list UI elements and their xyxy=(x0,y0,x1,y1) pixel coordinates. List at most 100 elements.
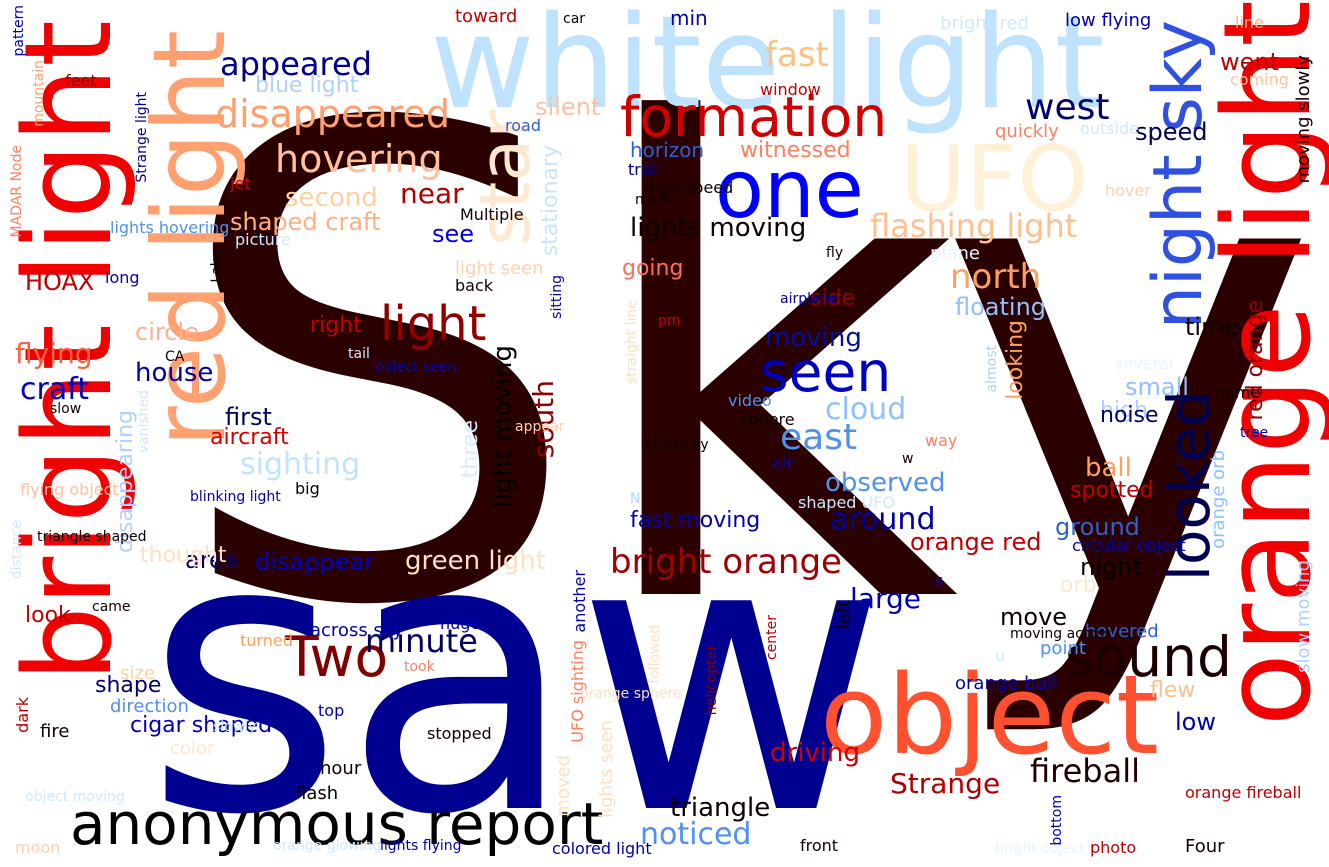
word-lights-flying: lights flying xyxy=(380,838,462,854)
word-slow: slow xyxy=(50,401,82,417)
word-around: around xyxy=(830,502,936,537)
word-horizon: horizon xyxy=(630,138,705,162)
word-size: size xyxy=(120,663,155,684)
word-light-seen: light seen xyxy=(455,258,544,279)
word-shaped-craft: shaped craft xyxy=(230,208,381,236)
word-color: color xyxy=(170,738,215,759)
word-observed: observed xyxy=(825,468,946,498)
word-went: went xyxy=(1220,48,1280,76)
word-hover: hover xyxy=(1105,181,1151,200)
word-appeared: appeared xyxy=(220,45,372,83)
word-outside: outside xyxy=(1080,119,1139,138)
word-move: move xyxy=(1000,603,1068,631)
word-speed: speed xyxy=(1135,118,1208,146)
word-across-sky: across sky xyxy=(310,620,404,641)
word-circle: circle xyxy=(135,318,199,346)
word-low: low xyxy=(1175,708,1216,736)
word-madar-node: MADAR Node xyxy=(9,145,25,238)
word-orange-sphere: orange sphere xyxy=(580,686,682,702)
word-north: north xyxy=(950,257,1042,297)
word-u: u xyxy=(995,646,1006,665)
word-moon: moon xyxy=(15,838,61,857)
word-feet: feet xyxy=(65,71,97,90)
word-time: time xyxy=(1185,313,1240,341)
word-another: another xyxy=(570,570,589,633)
word-front: front xyxy=(800,836,839,855)
word-two: Two xyxy=(285,625,389,689)
word-suddenly: suddenly xyxy=(645,437,709,453)
word-near: near xyxy=(400,177,464,210)
word-small: small xyxy=(1125,373,1189,401)
word-center: center xyxy=(764,615,780,661)
word-lights-moving: lights moving xyxy=(630,213,807,243)
word-night: night xyxy=(1080,553,1142,581)
word-s: s xyxy=(935,571,944,590)
word-point: point xyxy=(1040,638,1086,659)
word-left: left xyxy=(833,600,854,630)
word-object-seen: object seen xyxy=(375,359,456,375)
word-lights-hovering: lights hovering xyxy=(110,218,230,237)
word-several: several xyxy=(1115,354,1174,373)
word-fire: fire xyxy=(40,721,70,742)
word-circular-object: circular object xyxy=(1072,536,1186,555)
word-pattern: pattern xyxy=(11,5,27,57)
word-sighting: sighting xyxy=(240,447,361,482)
word-almost: almost xyxy=(984,345,1000,393)
word-noticed: noticed xyxy=(640,817,752,852)
word-road: road xyxy=(505,116,541,135)
word-ca: CA xyxy=(165,349,185,365)
word-orange-glowing: orange glowing xyxy=(273,838,382,854)
word-thought: thought xyxy=(140,543,227,568)
word-see: see xyxy=(432,220,475,248)
word-min: min xyxy=(670,6,708,30)
word-multiple: Multiple xyxy=(460,205,524,224)
word-orb: orb xyxy=(1060,573,1097,598)
word-appear: appear xyxy=(515,419,565,435)
word-formation: formation xyxy=(620,85,888,149)
word-object-moving: object moving xyxy=(25,789,125,805)
word-west: west xyxy=(1025,87,1110,128)
word-disappeared: disappeared xyxy=(215,92,450,136)
word-noise: noise xyxy=(1100,403,1159,428)
word-moving-across: moving across xyxy=(1010,626,1112,642)
word-triangle: triangle xyxy=(670,793,771,823)
word-high: high xyxy=(1100,398,1148,423)
word-first: first xyxy=(225,403,272,431)
word-toward: toward xyxy=(455,6,518,27)
word-w: w xyxy=(902,451,914,467)
word-floating: floating xyxy=(955,293,1047,321)
word-lights-seen: lights seen xyxy=(596,720,617,818)
word-bottom: bottom xyxy=(1049,795,1065,846)
word-quickly: quickly xyxy=(995,121,1059,142)
word-sky: Sky xyxy=(170,0,1321,748)
word-minute: minute xyxy=(365,622,478,660)
word-straight-line: straight line xyxy=(624,300,640,384)
word-big: big xyxy=(295,479,320,498)
word-flying: flying xyxy=(15,337,93,370)
word-back: back xyxy=(455,276,494,295)
word-sitting: sitting xyxy=(549,275,565,319)
word-one: one xyxy=(715,143,864,236)
word-air: air xyxy=(772,453,793,472)
word-tree: tree xyxy=(1240,425,1269,441)
word-coming: coming xyxy=(1230,70,1289,89)
word-came: came xyxy=(92,599,131,615)
word-second: second xyxy=(285,183,378,213)
word-turned: turned xyxy=(240,631,293,650)
word-blinking-light: blinking light xyxy=(190,489,281,505)
word-strange-light: Strange light xyxy=(134,92,150,183)
word-orange-orb: orange orb xyxy=(1208,450,1229,549)
word-flashing-light: flashing light xyxy=(870,207,1078,245)
word-high-speed: high speed xyxy=(645,178,734,197)
word-slowly: slowly xyxy=(213,719,257,735)
word-right: right xyxy=(310,313,362,338)
word-way: way xyxy=(925,431,958,450)
word-look: look xyxy=(25,603,71,628)
word-cigar-shaped: cigar shaped xyxy=(130,713,273,738)
word-top: top xyxy=(318,701,345,720)
word-strange: Strange xyxy=(890,767,1001,800)
word-cloud: cloud xyxy=(825,392,907,427)
word-silent: silent xyxy=(535,93,601,121)
word-house: house xyxy=(135,358,214,388)
